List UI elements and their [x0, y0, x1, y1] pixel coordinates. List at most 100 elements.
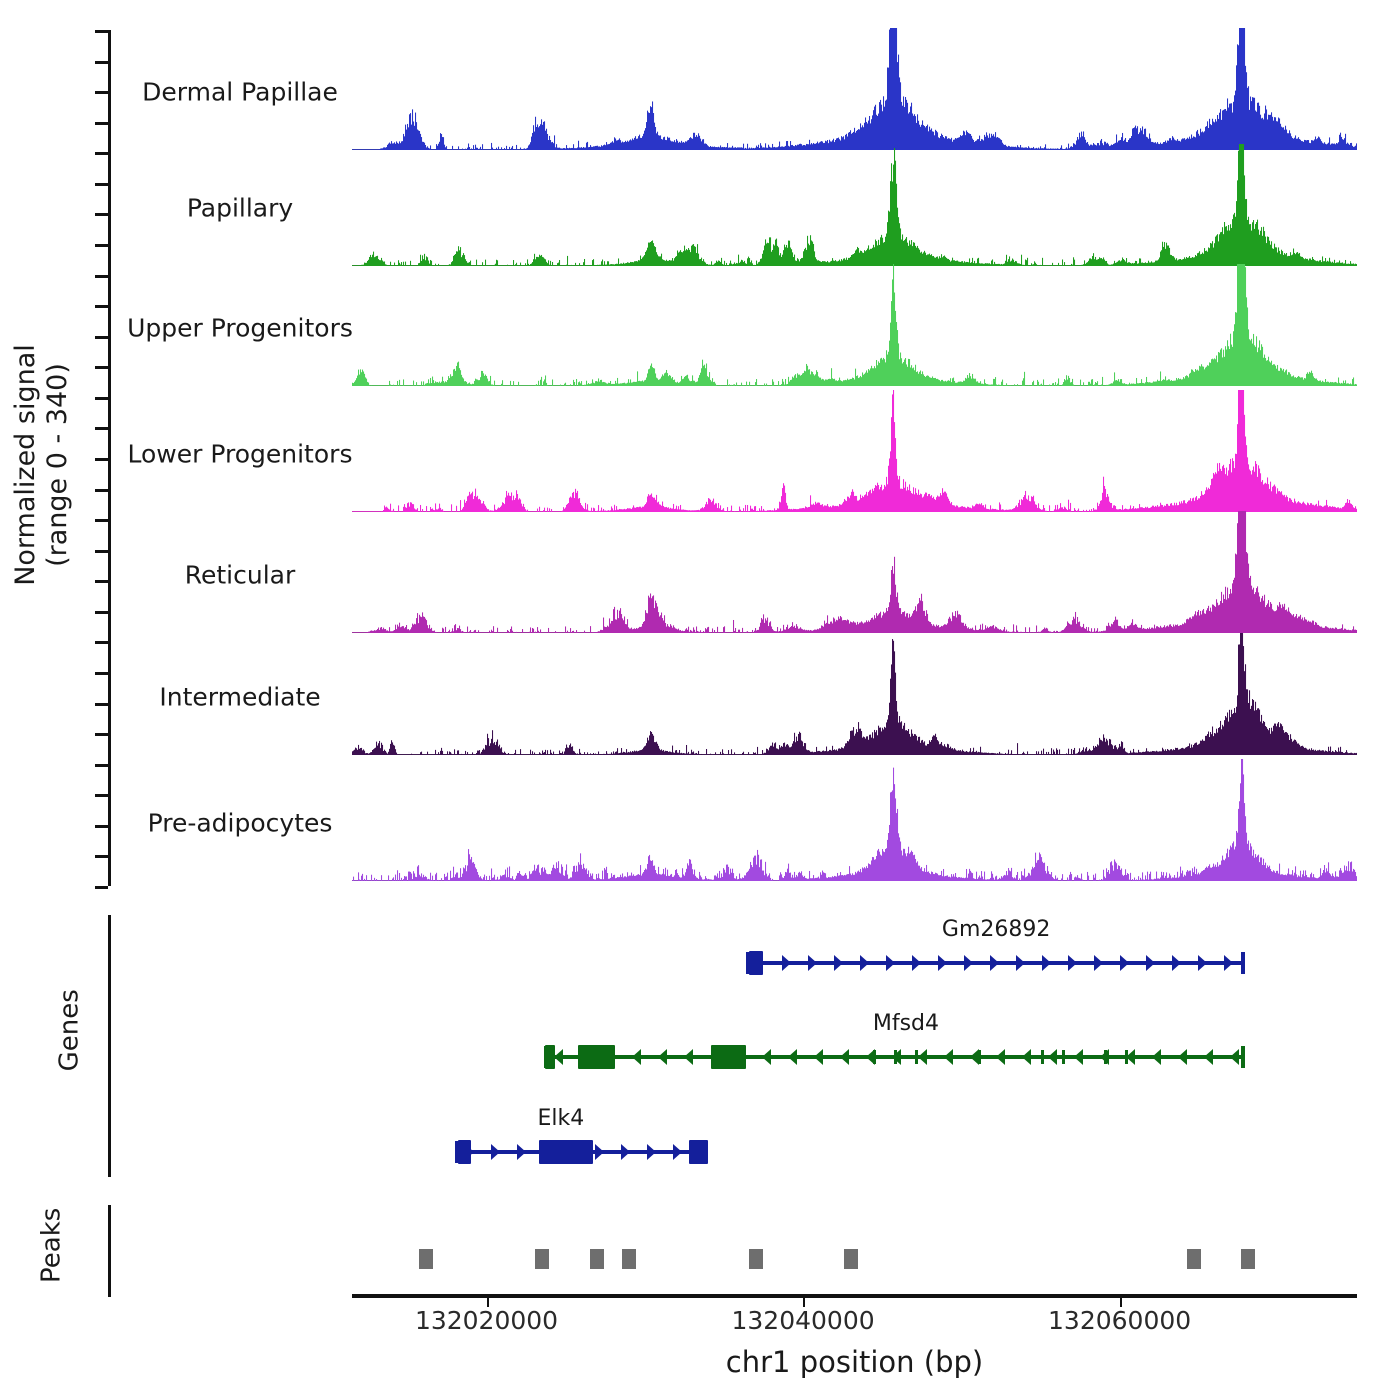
gene-small-exon [978, 1050, 982, 1064]
signal-axis-tick [95, 182, 108, 186]
strand-arrow [964, 955, 974, 971]
strand-arrow [1125, 1049, 1135, 1065]
gene-small-exon [1104, 1050, 1108, 1064]
strand-arrow [865, 1049, 875, 1065]
strand-arrow [1094, 955, 1104, 971]
signal-axis-tick [95, 427, 108, 431]
signal-axis-tick [95, 672, 108, 675]
gene-exon [689, 1140, 709, 1164]
signal-panel-4 [352, 511, 1357, 633]
y-axis-title-signal: Normalized signal (range 0 - 340) [10, 344, 73, 586]
strand-arrow [631, 1049, 641, 1065]
strand-arrow [990, 955, 1000, 971]
signal-panel-1 [352, 144, 1357, 266]
track-label-intermediate: Intermediate [159, 682, 321, 712]
signal-axis-tick [95, 886, 108, 889]
signal-axis-tick [95, 274, 108, 278]
strand-arrow [1203, 1049, 1213, 1065]
signal-axis-tick [95, 244, 108, 247]
strand-arrow [834, 955, 844, 971]
peak-mark[interactable] [534, 1249, 549, 1269]
strand-arrow [839, 1049, 849, 1065]
strand-arrow [646, 1144, 656, 1160]
gene-small-exon [1041, 1050, 1045, 1064]
gene-model-gm26892[interactable]: Gm26892 [746, 917, 1245, 983]
track-label-reticular: Reticular [184, 560, 296, 590]
signal-axis-tick [95, 733, 108, 737]
gene-model-elk4[interactable]: Elk4 [454, 1106, 709, 1172]
gene-label: Gm26892 [941, 917, 1051, 942]
strand-arrow [860, 955, 870, 971]
x-axis-tick-label: 132040000 [731, 1306, 875, 1335]
gene-exon [749, 951, 764, 975]
signal-axis-tick [95, 763, 108, 767]
strand-arrow [657, 1049, 667, 1065]
gene-exon [711, 1045, 747, 1069]
gene-end-cap [746, 952, 751, 974]
gene-end-cap [1240, 1046, 1245, 1068]
signal-axis-tick [95, 794, 108, 798]
strand-arrow [1224, 955, 1234, 971]
strand-arrow [886, 955, 896, 971]
gene-small-exon [873, 1050, 877, 1064]
strand-arrow [672, 1144, 682, 1160]
signal-panel-3 [352, 390, 1357, 512]
peak-mark[interactable] [590, 1249, 605, 1269]
signal-trace-2 [352, 264, 1357, 386]
signal-axis-tick [95, 305, 108, 309]
strand-arrow [1047, 1049, 1057, 1065]
gene-model-mfsd4[interactable]: Mfsd4 [543, 1011, 1245, 1077]
signal-axis-tick [95, 121, 108, 125]
peak-mark[interactable] [1240, 1249, 1255, 1269]
strand-arrow [1016, 955, 1026, 971]
strand-arrow [1172, 955, 1182, 971]
strand-arrow [683, 1049, 693, 1065]
gene-label: Elk4 [537, 1106, 585, 1131]
strand-arrow [1120, 955, 1130, 971]
signal-axis-tick [95, 30, 108, 33]
strand-arrow [912, 955, 922, 971]
signal-trace-4 [352, 511, 1357, 633]
strand-arrow [917, 1049, 927, 1065]
x-axis-tick-label: 132060000 [1048, 1306, 1192, 1335]
strand-arrow [1146, 955, 1156, 971]
strand-arrow [1151, 1049, 1161, 1065]
peak-mark[interactable] [748, 1249, 763, 1269]
strand-arrow [1073, 1049, 1083, 1065]
signal-axis-tick [95, 488, 108, 492]
x-axis-tick [803, 1298, 806, 1307]
y-axis-title-peaks: Peaks [36, 1207, 67, 1283]
peak-mark[interactable] [843, 1249, 858, 1269]
gene-exon [538, 1140, 593, 1164]
gene-small-exon [915, 1050, 919, 1064]
x-axis-spine [352, 1294, 1357, 1298]
x-axis-tick-label: 132020000 [414, 1306, 559, 1335]
peak-mark[interactable] [419, 1249, 434, 1269]
peak-mark[interactable] [1186, 1249, 1201, 1269]
signal-axis-tick [95, 396, 108, 400]
signal-trace-5 [352, 633, 1357, 755]
signal-axis-tick [95, 366, 108, 370]
x-axis-tick [1119, 1298, 1122, 1307]
signal-axis-tick [95, 458, 108, 461]
strand-arrow [1229, 1049, 1239, 1065]
signal-axis-tick [95, 610, 108, 614]
strand-arrow [782, 955, 792, 971]
signal-trace-3 [352, 390, 1357, 512]
x-axis-tick [486, 1298, 489, 1307]
signal-axis-tick [95, 580, 108, 584]
peak-mark[interactable] [621, 1249, 636, 1269]
strand-arrow [995, 1049, 1005, 1065]
strand-arrow [943, 1049, 953, 1065]
strand-arrow [1021, 1049, 1031, 1065]
track-label-dermal-papillae: Dermal Papillae [142, 77, 338, 107]
gene-small-exon [1062, 1050, 1066, 1064]
signal-axis-spine [95, 30, 111, 889]
strand-arrow [516, 1144, 526, 1160]
gene-label: Mfsd4 [872, 1011, 939, 1036]
gene-exon [458, 1140, 471, 1164]
strand-arrow [620, 1144, 630, 1160]
track-label-upper-progenitors: Upper Progenitors [127, 313, 353, 343]
signal-axis-tick [95, 641, 108, 645]
